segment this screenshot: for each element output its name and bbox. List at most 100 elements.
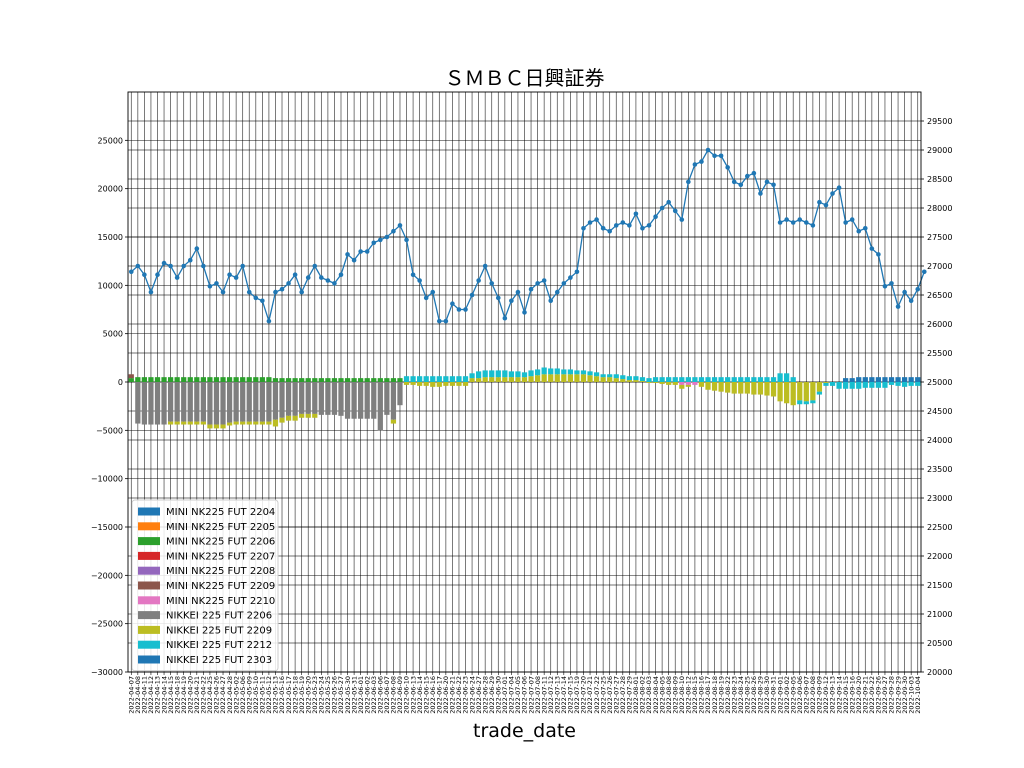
bar bbox=[698, 382, 705, 387]
price-point bbox=[659, 205, 665, 211]
legend-label: MINI NK225 FUT 2206 bbox=[166, 537, 275, 548]
bar bbox=[449, 382, 456, 386]
bar bbox=[823, 382, 829, 383]
x-tick-label: 2022-04-20 bbox=[186, 676, 194, 714]
bar bbox=[580, 370, 587, 375]
bar bbox=[325, 378, 331, 382]
bar bbox=[843, 378, 849, 382]
bar bbox=[167, 377, 174, 382]
price-point bbox=[181, 263, 187, 269]
x-tick-label: 2022-05-12 bbox=[265, 676, 273, 714]
x-tick-label: 2022-09-06 bbox=[796, 676, 804, 714]
bar bbox=[305, 382, 311, 414]
price-point bbox=[351, 257, 357, 263]
bar bbox=[482, 377, 488, 382]
bar bbox=[469, 373, 475, 379]
x-tick-label: 2022-08-19 bbox=[717, 676, 725, 714]
price-point bbox=[495, 295, 501, 301]
x-tick-label: 2022-06-22 bbox=[455, 676, 463, 714]
bar bbox=[187, 421, 193, 425]
bar bbox=[797, 382, 803, 401]
price-point bbox=[312, 263, 318, 269]
legend-label: NIKKEI 225 FUT 2303 bbox=[166, 655, 272, 666]
legend-label: MINI NK225 FUT 2208 bbox=[166, 566, 275, 577]
x-tick-label: 2022-04-19 bbox=[180, 676, 188, 714]
bar bbox=[541, 374, 547, 382]
x-tick-label: 2022-06-30 bbox=[494, 676, 502, 714]
bar bbox=[593, 376, 600, 382]
bar bbox=[738, 382, 744, 394]
legend-label: MINI NK225 FUT 2210 bbox=[166, 596, 275, 607]
bar bbox=[679, 377, 685, 382]
bar bbox=[895, 382, 901, 386]
bar bbox=[246, 377, 252, 382]
bar bbox=[495, 370, 501, 378]
bar bbox=[135, 377, 141, 382]
bar bbox=[279, 378, 285, 382]
bar bbox=[338, 378, 344, 382]
bar bbox=[325, 382, 331, 415]
bar bbox=[679, 382, 685, 385]
x-tick-label: 2022-06-23 bbox=[462, 676, 470, 714]
price-point bbox=[279, 286, 285, 292]
price-point bbox=[764, 179, 770, 185]
x-tick-label: 2022-07-01 bbox=[501, 676, 509, 714]
bar bbox=[213, 424, 220, 429]
bar bbox=[810, 382, 816, 401]
bar bbox=[587, 371, 593, 376]
price-point bbox=[777, 220, 783, 225]
y-tick-label-right: 22500 bbox=[927, 523, 952, 532]
y-tick-label-right: 29500 bbox=[927, 117, 952, 126]
bar bbox=[141, 377, 148, 382]
bar bbox=[344, 378, 351, 382]
y-tick-label-right: 24500 bbox=[927, 407, 952, 416]
x-tick-label: 2022-09-09 bbox=[816, 676, 824, 714]
bar bbox=[194, 382, 200, 422]
x-tick-label: 2022-05-26 bbox=[331, 676, 339, 714]
bar bbox=[515, 371, 521, 378]
price-point bbox=[804, 220, 809, 225]
x-tick-label: 2022-04-13 bbox=[154, 676, 162, 714]
bar bbox=[187, 377, 193, 382]
x-tick-label: 2022-05-20 bbox=[304, 676, 312, 714]
price-point bbox=[371, 240, 377, 246]
price-point bbox=[378, 237, 383, 243]
price-point bbox=[600, 226, 606, 231]
bar bbox=[423, 376, 429, 382]
bar bbox=[849, 382, 855, 389]
bar bbox=[561, 369, 567, 375]
bar bbox=[692, 382, 698, 385]
x-tick-label: 2022-07-25 bbox=[599, 676, 607, 714]
bar bbox=[744, 382, 750, 394]
bar bbox=[639, 377, 646, 382]
price-point bbox=[653, 214, 658, 219]
bar bbox=[757, 382, 764, 395]
price-point bbox=[823, 202, 829, 208]
bar bbox=[620, 379, 626, 382]
price-point bbox=[646, 223, 652, 228]
price-point bbox=[299, 289, 304, 295]
x-tick-label: 2022-04-07 bbox=[127, 676, 135, 714]
price-point bbox=[338, 272, 344, 278]
x-tick-label: 2022-06-16 bbox=[429, 676, 437, 714]
x-tick-label: 2022-05-09 bbox=[245, 676, 253, 714]
x-tick-label: 2022-08-26 bbox=[750, 676, 758, 714]
price-point bbox=[273, 289, 278, 295]
bar bbox=[128, 374, 134, 379]
bar bbox=[390, 419, 397, 424]
price-point bbox=[410, 272, 416, 278]
bar bbox=[915, 382, 921, 386]
price-point bbox=[469, 292, 475, 298]
x-tick-label: 2022-07-15 bbox=[567, 676, 575, 714]
bar bbox=[443, 382, 449, 386]
bar bbox=[711, 377, 718, 382]
bar bbox=[397, 382, 403, 406]
price-point bbox=[174, 275, 180, 280]
bar bbox=[200, 382, 206, 422]
price-point bbox=[797, 217, 803, 222]
bar bbox=[226, 377, 233, 382]
price-point bbox=[502, 315, 508, 321]
y-tick-label-left: −30000 bbox=[91, 668, 123, 677]
y-tick-label-right: 24000 bbox=[927, 436, 952, 445]
y-tick-label-left: 5000 bbox=[103, 330, 123, 339]
